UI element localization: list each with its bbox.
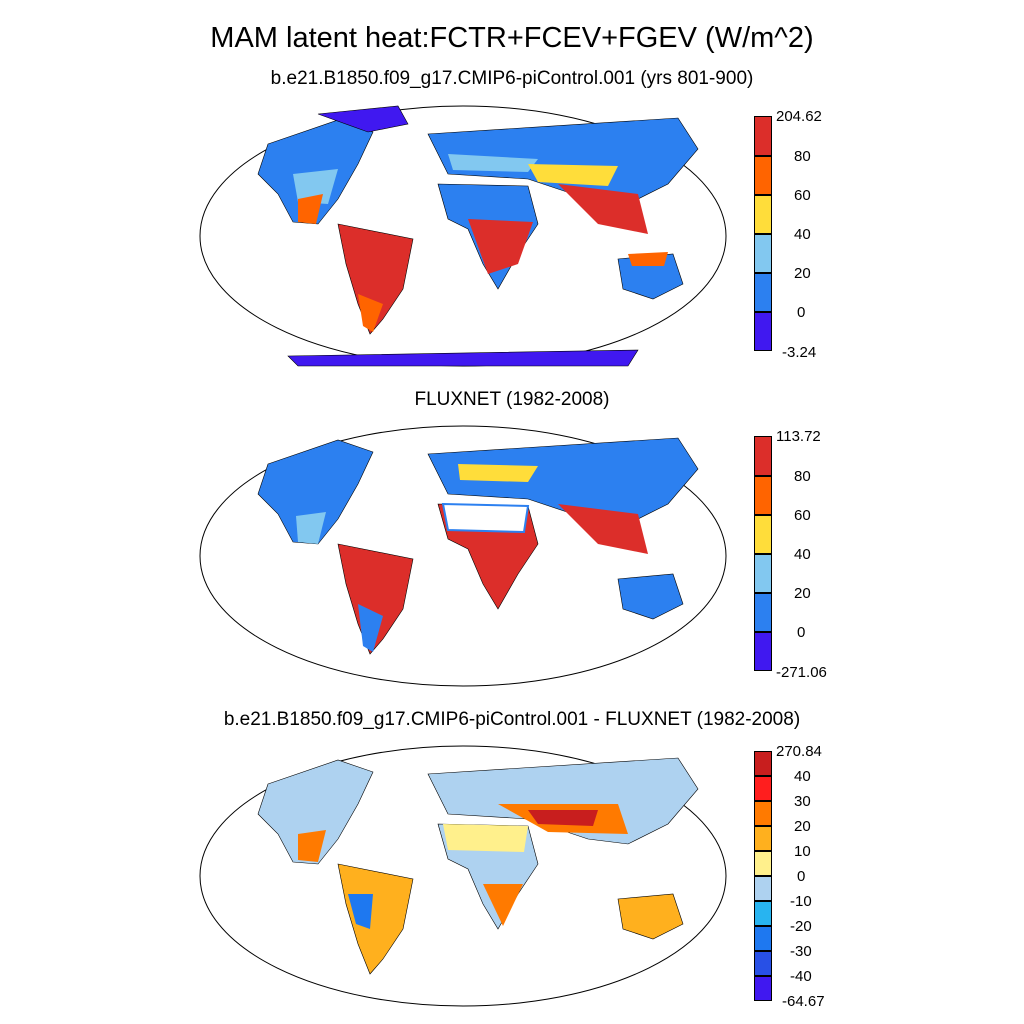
map-1-sa-south xyxy=(358,294,383,332)
colorbar-2-box xyxy=(754,515,772,554)
map-3-asia-core xyxy=(528,810,598,826)
colorbar-3-box xyxy=(754,801,772,826)
colorbar-2-label: 60 xyxy=(794,507,811,524)
colorbar-2-label: -271.06 xyxy=(776,664,827,681)
colorbar-2-box xyxy=(754,436,772,476)
colorbar-3-box xyxy=(754,751,772,776)
map-1-asia-band xyxy=(528,164,618,186)
main-title: MAM latent heat:FCTR+FCEV+FGEV (W/m^2) xyxy=(210,22,814,54)
map-1-greenland xyxy=(317,105,409,133)
colorbar-2-label: 80 xyxy=(794,468,811,485)
colorbar-3-box xyxy=(754,976,772,1001)
colorbar-1-label: -3.24 xyxy=(782,344,817,361)
colorbar-1-box xyxy=(754,312,772,351)
panel-2-subtitle: FLUXNET (1982-2008) xyxy=(414,389,610,410)
map-2-asia-south xyxy=(558,504,648,554)
map-3-south-africa xyxy=(483,884,523,926)
map-1-africa-tropics xyxy=(468,219,533,274)
colorbar-1-label: 0 xyxy=(797,304,806,321)
map-2-north-america xyxy=(257,439,374,545)
map-1-asia-south xyxy=(558,184,648,234)
map-2-asia-band xyxy=(458,464,538,482)
colorbar-3-label: -40 xyxy=(790,968,812,985)
colorbar-1-label: 40 xyxy=(794,226,811,243)
colorbar-2-box xyxy=(754,476,772,515)
colorbar-3-label: -30 xyxy=(790,943,812,960)
map-panel-1 xyxy=(198,104,728,368)
map-3-svg xyxy=(199,745,727,1007)
map-1-antarctica xyxy=(287,349,639,367)
colorbar-2-label: 0 xyxy=(797,624,806,641)
colorbar-1-box xyxy=(754,234,772,273)
map-1-australia-north xyxy=(628,252,668,266)
colorbar-3-box xyxy=(754,851,772,876)
colorbar-3-label: -64.67 xyxy=(782,993,825,1010)
map-1-south-america xyxy=(337,223,414,335)
colorbar-3-box xyxy=(754,901,772,926)
map-panel-2 xyxy=(198,424,728,688)
colorbar-3-label: -10 xyxy=(790,893,812,910)
map-1-na-south xyxy=(298,194,323,224)
colorbar-2-label: 113.72 xyxy=(776,428,821,445)
map-1-na-mid xyxy=(293,169,338,204)
map-2-sahara xyxy=(441,502,530,534)
colorbar-1-box xyxy=(754,195,772,234)
map-2-sa-south xyxy=(358,604,383,652)
map-2-na-south xyxy=(296,512,326,544)
panel-3-subtitle: b.e21.B1850.f09_g17.CMIP6-piControl.001 … xyxy=(223,709,801,730)
colorbar-3-box xyxy=(754,951,772,976)
colorbar-1-box xyxy=(754,273,772,312)
map-3-eurasia xyxy=(427,757,699,845)
colorbar-3-boxes xyxy=(754,751,772,1001)
map-1-europe-band xyxy=(448,154,538,172)
map-3-sa-west xyxy=(348,894,373,929)
colorbar-1-label: 60 xyxy=(794,187,811,204)
map-3-north-america xyxy=(257,759,374,865)
colorbar-3-label: 0 xyxy=(797,868,806,885)
colorbar-3-box xyxy=(754,776,772,801)
colorbar-3-box xyxy=(754,926,772,951)
colorbar-1-box xyxy=(754,116,772,156)
colorbar-1-boxes xyxy=(754,116,772,351)
colorbar-3-box xyxy=(754,876,772,901)
colorbar-2-label: 20 xyxy=(794,585,811,602)
map-2-svg xyxy=(199,425,727,687)
map-2-australia xyxy=(617,573,684,620)
colorbar-1-label: 80 xyxy=(794,148,811,165)
colorbar-3-label: 40 xyxy=(794,768,811,785)
colorbar-2-label: 40 xyxy=(794,546,811,563)
colorbar-2-box xyxy=(754,632,772,671)
map-panel-3 xyxy=(198,744,728,1008)
map-3-australia xyxy=(617,893,684,940)
map-1-svg xyxy=(199,105,727,367)
colorbar-3-label: 30 xyxy=(794,793,811,810)
map-3-na-south xyxy=(298,830,326,862)
panel-1-subtitle: b.e21.B1850.f09_g17.CMIP6-piControl.001 … xyxy=(270,68,754,89)
map-2-south-america xyxy=(337,543,414,655)
map-3-sahara xyxy=(443,824,528,852)
colorbar-2-box xyxy=(754,593,772,632)
colorbar-3-label: 10 xyxy=(794,843,811,860)
colorbar-2-boxes xyxy=(754,436,772,671)
colorbar-3-label: -20 xyxy=(790,918,812,935)
colorbar-3-label: 270.84 xyxy=(776,743,822,760)
colorbar-2-box xyxy=(754,554,772,593)
colorbar-1-label: 204.62 xyxy=(776,108,822,125)
colorbar-1-label: 20 xyxy=(794,265,811,282)
colorbar-1-box xyxy=(754,156,772,195)
colorbar-3-box xyxy=(754,826,772,851)
map-3-south-america xyxy=(337,863,414,975)
colorbar-3-label: 20 xyxy=(794,818,811,835)
